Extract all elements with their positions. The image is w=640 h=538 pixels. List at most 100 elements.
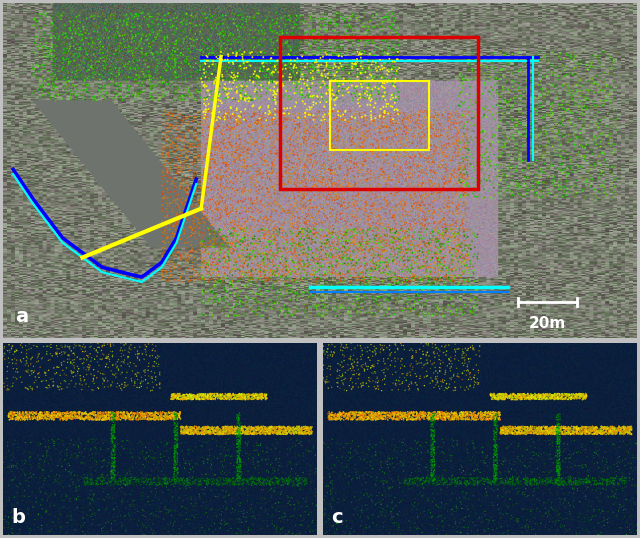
Point [371,61,381,70]
Point [337,338,347,347]
Point [369,202,379,210]
Point [250,243,260,252]
Point [289,205,299,214]
Point [193,151,204,160]
Point [517,528,527,536]
Point [377,119,387,128]
Point [166,260,176,268]
Point [554,390,564,398]
Point [236,235,246,244]
Point [249,13,259,22]
Point [580,427,591,435]
Point [453,137,463,145]
Point [238,513,248,521]
Point [285,277,295,286]
Point [3,530,13,538]
Point [419,257,429,266]
Point [621,427,632,435]
Point [360,252,371,261]
Point [452,364,462,373]
Point [388,504,399,513]
Point [300,424,310,433]
Point [569,63,579,72]
Point [530,477,540,486]
Point [7,413,17,422]
Point [555,436,565,444]
Point [478,137,488,145]
Point [202,394,212,403]
Point [284,426,294,434]
Point [377,248,387,257]
Point [214,116,225,124]
Point [337,302,347,310]
Point [175,182,185,191]
Point [267,261,277,270]
Point [309,73,319,82]
Point [222,90,232,98]
Point [405,308,415,316]
Point [376,509,386,518]
Point [291,266,301,274]
Point [474,352,484,360]
Point [122,35,132,44]
Point [289,505,300,513]
Point [205,425,215,434]
Point [422,348,433,357]
Point [211,277,221,285]
Point [420,107,430,115]
Point [490,464,500,473]
Point [492,471,502,479]
Point [95,473,106,482]
Point [175,392,186,401]
Point [124,410,134,419]
Point [388,415,399,423]
Point [349,22,359,31]
Point [616,425,626,434]
Point [363,215,373,224]
Point [160,75,170,84]
Point [174,410,184,419]
Point [257,152,267,160]
Point [234,268,244,277]
Point [403,211,413,220]
Point [557,169,567,178]
Point [492,454,502,463]
Point [208,282,218,291]
Point [99,81,109,89]
Point [515,130,525,139]
Point [28,60,38,69]
Point [214,392,224,400]
Point [346,345,356,354]
Point [264,161,275,169]
Point [283,114,293,123]
Point [189,246,199,255]
Point [229,427,239,435]
Point [355,68,365,76]
Point [166,180,177,189]
Point [173,409,183,418]
Point [333,233,343,242]
Point [435,410,445,419]
Point [260,395,271,404]
Point [476,129,486,137]
Point [213,139,223,147]
Point [399,478,409,487]
Point [459,349,469,357]
Point [227,426,237,434]
Point [226,490,236,498]
Point [428,435,438,444]
Point [384,484,394,493]
Point [113,19,123,27]
Point [547,513,557,522]
Point [418,409,428,417]
Point [224,490,234,498]
Point [150,474,160,483]
Point [231,52,241,60]
Point [90,456,100,464]
Point [420,242,431,251]
Point [525,426,536,435]
Point [280,61,291,69]
Point [426,415,436,424]
Point [35,440,45,448]
Point [154,80,164,88]
